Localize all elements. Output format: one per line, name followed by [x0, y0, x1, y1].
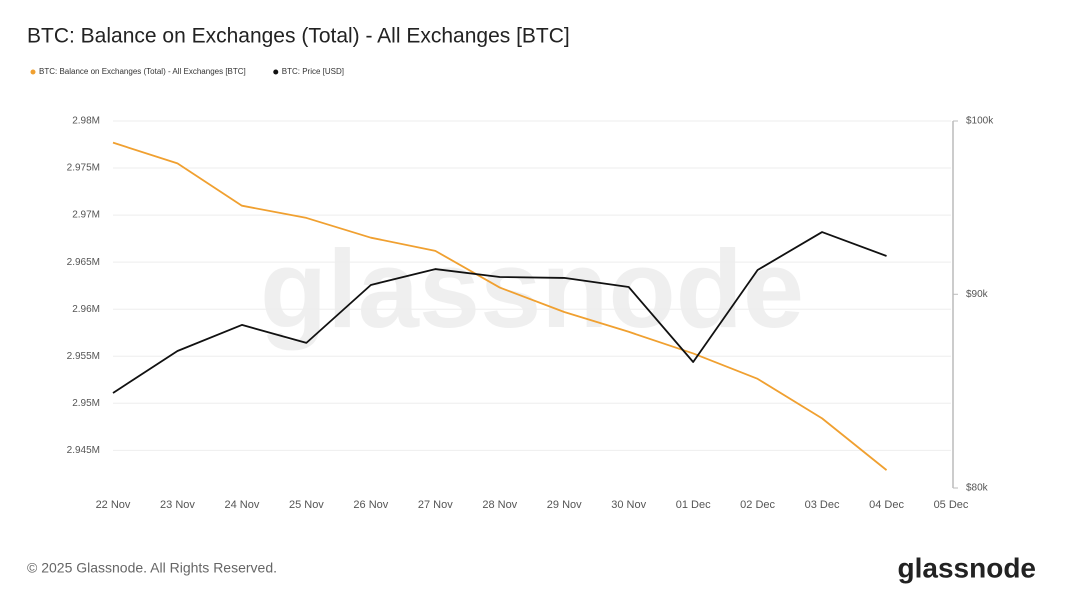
watermark: glassnode: [260, 228, 804, 351]
y-tick-label: 2.97M: [72, 210, 100, 221]
x-tick-label: 22 Nov: [96, 499, 131, 511]
y-tick-label: 2.975M: [67, 163, 100, 174]
legend-label: BTC: Price [USD]: [282, 67, 344, 76]
legend-marker: [273, 69, 279, 75]
y-tick-label: 2.965M: [67, 257, 100, 268]
x-tick-label: 04 Dec: [869, 499, 904, 511]
y2-tick-label: $80k: [966, 483, 989, 494]
y-tick-label: 2.95M: [72, 398, 100, 409]
brand: glassnode: [898, 552, 1036, 583]
x-tick-label: 03 Dec: [805, 499, 840, 511]
x-tick-label: 02 Dec: [740, 499, 775, 511]
legend-marker: [30, 69, 36, 75]
x-tick-label: 30 Nov: [611, 499, 646, 511]
x-tick-label: 25 Nov: [289, 499, 324, 511]
x-tick-label: 29 Nov: [547, 499, 582, 511]
y-tick-label: 2.98M: [72, 116, 100, 127]
y2-tick-label: $90k: [966, 289, 989, 300]
y2-tick-label: $100k: [966, 116, 994, 127]
series-line: [112, 141, 888, 471]
x-tick-label: 27 Nov: [418, 499, 453, 511]
x-tick-label: 23 Nov: [160, 499, 195, 511]
x-tick-label: 28 Nov: [482, 499, 517, 511]
x-tick-label: 24 Nov: [224, 499, 259, 511]
x-tick-label: 05 Dec: [934, 499, 969, 511]
legend-label: BTC: Balance on Exchanges (Total) - All …: [39, 67, 246, 76]
x-tick-label: 26 Nov: [353, 499, 388, 511]
chart-title: BTC: Balance on Exchanges (Total) - All …: [27, 25, 570, 48]
x-tick-label: 01 Dec: [676, 499, 711, 511]
footer: © 2025 Glassnode. All Rights Reserved.: [27, 560, 277, 576]
y-tick-label: 2.955M: [67, 351, 100, 362]
y-tick-label: 2.945M: [67, 445, 100, 456]
y-tick-label: 2.96M: [72, 304, 100, 315]
series-line: [112, 231, 887, 394]
